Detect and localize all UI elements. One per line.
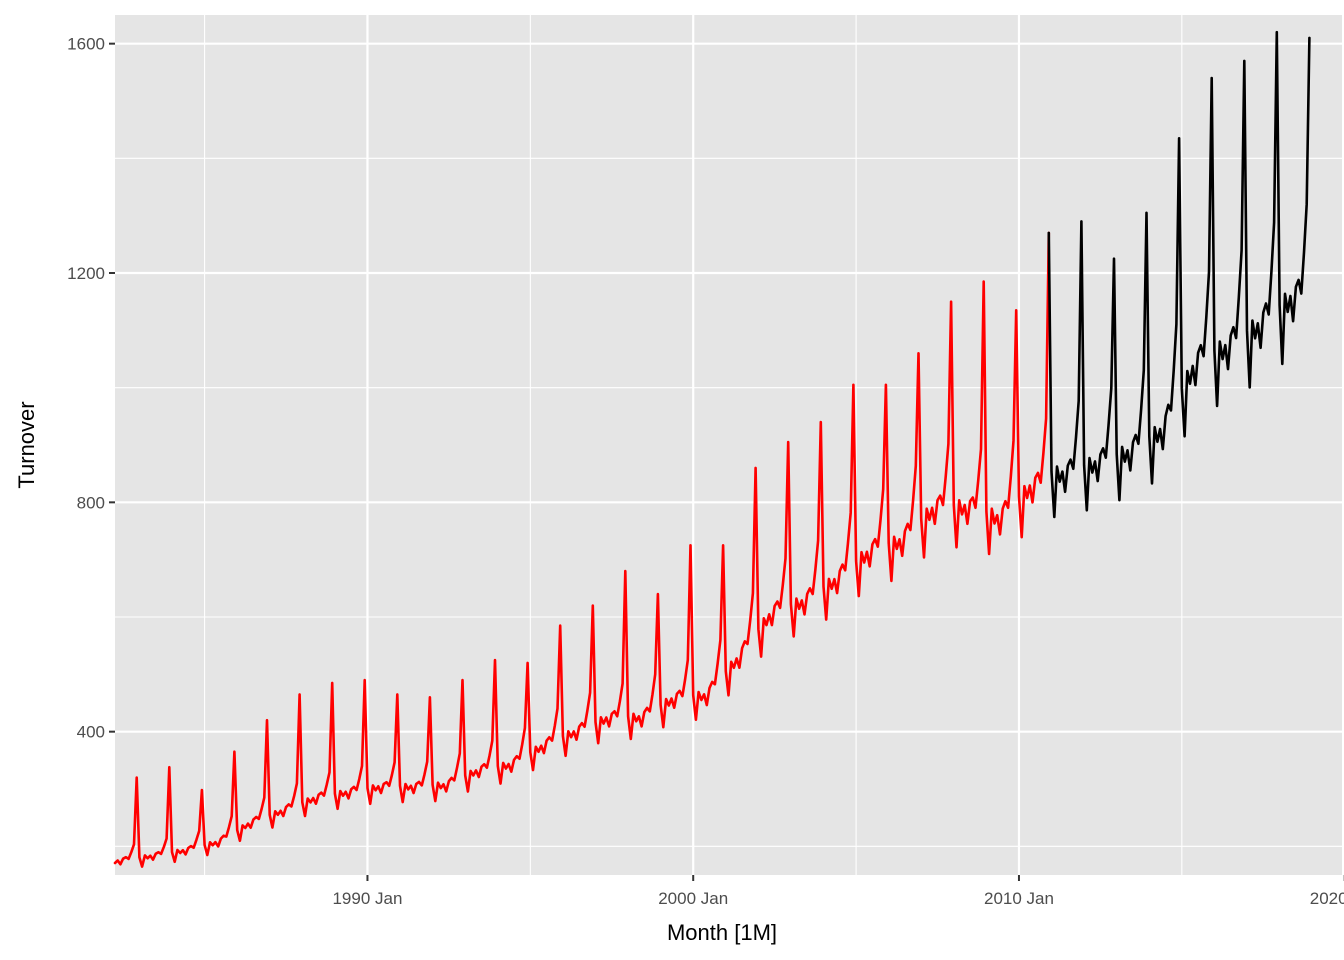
- x-tick-label: 2010 Jan: [984, 889, 1054, 908]
- y-tick-label: 1200: [67, 264, 105, 283]
- x-axis: 1990 Jan 2000 Jan 2010 Jan 2020 Jan: [332, 875, 1344, 908]
- series-layer: [113, 30, 1311, 868]
- y-axis: 400 800 1200 1600: [67, 35, 115, 742]
- y-tick-label: 800: [77, 493, 105, 512]
- y-tick-label: 400: [77, 723, 105, 742]
- series-line-2: [1047, 30, 1311, 519]
- x-tick-label: 2020 Jan: [1310, 889, 1344, 908]
- y-tick-label: 1600: [67, 35, 105, 54]
- x-tick-label: 2000 Jan: [658, 889, 728, 908]
- x-tick-label: 1990 Jan: [332, 889, 402, 908]
- y-axis-title: Turnover: [14, 401, 39, 488]
- x-axis-title: Month [1M]: [667, 920, 777, 945]
- series-line-1: [113, 231, 1051, 868]
